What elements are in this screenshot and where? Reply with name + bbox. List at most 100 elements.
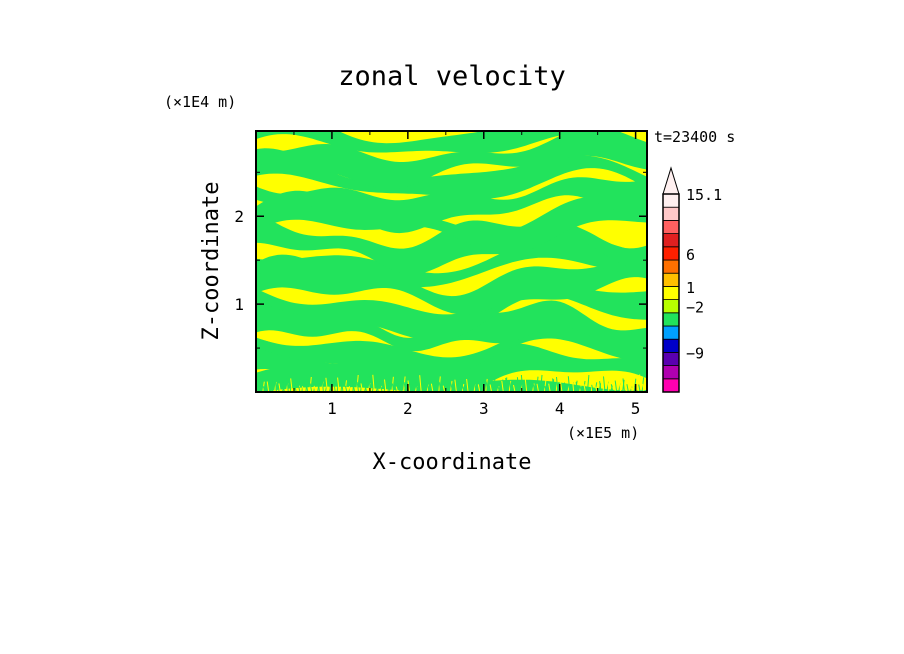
- noise-strand: [286, 376, 289, 392]
- noise-strand: [274, 376, 277, 392]
- noise-strand: [485, 381, 489, 392]
- noise-strand: [560, 382, 563, 392]
- colorbar-segment: [662, 272, 680, 287]
- y-axis-label: Z-coordinate: [199, 182, 224, 341]
- colorbar-segment: [662, 312, 680, 327]
- noise-strand: [532, 382, 536, 392]
- contour-band: [256, 177, 647, 234]
- colorbar-segment: [662, 206, 680, 221]
- colorbar-label: 6: [686, 246, 695, 264]
- noise-strand: [614, 380, 618, 392]
- noise-strand: [387, 379, 391, 392]
- colorbar-segment: [662, 325, 680, 340]
- noise-strand: [450, 383, 453, 392]
- noise-strand: [309, 383, 313, 392]
- noise-strand: [505, 377, 508, 392]
- noise-strand: [341, 380, 344, 392]
- noise-strand: [317, 378, 320, 392]
- noise-strand: [356, 381, 360, 392]
- x-tick-label: 3: [479, 399, 489, 418]
- colorbar-labels: 15.1 6 1 −2 −9: [686, 186, 722, 363]
- noise-strand: [493, 378, 496, 392]
- contour-band: [256, 190, 647, 255]
- noise-strand: [548, 383, 551, 392]
- noise-strand: [325, 377, 328, 392]
- x-tick-label: 4: [555, 399, 565, 418]
- noise-strand: [583, 383, 586, 392]
- noise-strand: [298, 385, 301, 392]
- x-axis-ticks: 1 2 3 4 5: [293, 131, 641, 418]
- noise-strand: [380, 385, 383, 392]
- colorbar-segment: [662, 233, 680, 248]
- noise-strand: [352, 384, 356, 392]
- noise-strand: [610, 384, 614, 392]
- colorbar-segment: [662, 365, 680, 380]
- noise-strand: [364, 383, 367, 392]
- noise-strand: [556, 376, 559, 392]
- noise-strand: [575, 381, 579, 392]
- noise-strand: [266, 381, 270, 392]
- contour-band: [256, 339, 647, 392]
- noise-strand: [642, 383, 645, 392]
- noise-strand: [407, 380, 410, 392]
- noise-strand: [567, 376, 571, 392]
- noise-strand: [360, 383, 363, 392]
- y-unit-label: (×1E4 m): [164, 93, 236, 111]
- noise-strand: [458, 379, 461, 392]
- noise-strand: [438, 381, 442, 392]
- noise-strand: [552, 378, 555, 392]
- noise-strand: [282, 381, 285, 392]
- contour-band: [256, 323, 647, 378]
- noise-strand: [391, 383, 395, 392]
- noise-strand: [258, 384, 262, 392]
- noise-strand: [599, 381, 602, 392]
- noise-strand: [606, 377, 610, 392]
- colorbar-extend-arrow: [662, 166, 680, 195]
- noise-strand: [376, 379, 379, 392]
- noise-strand: [313, 385, 317, 392]
- noise-strand: [540, 374, 543, 392]
- noise-strand: [497, 385, 500, 392]
- time-label: t=23400 s: [654, 128, 735, 146]
- noise-strand: [501, 380, 504, 392]
- noise-strand: [571, 376, 575, 392]
- noise-strand: [477, 384, 481, 392]
- y-tick-label: 1: [234, 295, 244, 314]
- noise-strand: [524, 379, 528, 392]
- colorbar-segment: [662, 193, 680, 208]
- noise-strand: [384, 379, 387, 392]
- contour-bands: [256, 131, 647, 392]
- chart-title: zonal velocity: [338, 61, 566, 92]
- contour-band: [256, 131, 647, 158]
- noise-strand: [590, 375, 594, 392]
- noise-strand: [258, 375, 261, 392]
- noise-strand: [321, 374, 324, 392]
- noise-strand: [442, 376, 445, 392]
- noise-strand: [520, 374, 524, 392]
- colorbar-segment: [662, 351, 680, 366]
- colorbar-segment: [662, 219, 680, 234]
- noise-strand: [454, 379, 457, 392]
- noise-strand: [305, 384, 309, 392]
- noise-strand: [470, 374, 473, 392]
- y-tick-label: 2: [234, 207, 244, 226]
- colorbar-frame: [662, 193, 680, 393]
- noise-strand: [290, 378, 293, 392]
- noise-strand: [427, 381, 430, 392]
- noise-strand: [638, 384, 641, 392]
- contour-band: [256, 234, 647, 288]
- x-tick-label: 5: [631, 399, 641, 418]
- colorbar-segment: [662, 246, 680, 261]
- noise-strand: [301, 379, 304, 392]
- noise-strand: [536, 383, 539, 392]
- x-axis-label: X-coordinate: [373, 450, 532, 475]
- colorbar-segment: [662, 259, 680, 274]
- plot-area: [256, 131, 647, 392]
- noise-strand: [489, 384, 493, 392]
- colorbar-label: 15.1: [686, 186, 722, 204]
- plot-frame: [255, 130, 648, 393]
- noise-strand: [344, 385, 348, 392]
- x-tick-label: 1: [327, 399, 337, 418]
- noise-strand: [630, 385, 633, 392]
- noise-strand: [278, 383, 281, 392]
